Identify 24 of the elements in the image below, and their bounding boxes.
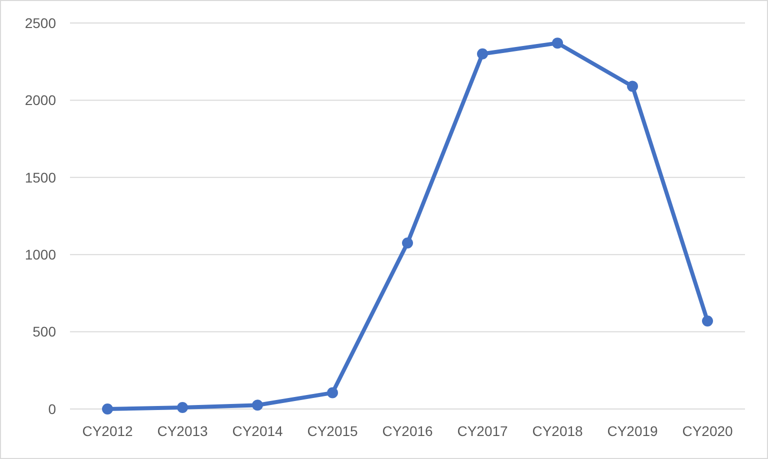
x-tick-label: CY2019 [607,423,658,439]
x-tick-label: CY2014 [232,423,284,439]
y-tick-label: 2500 [24,14,56,31]
y-tick-label: 2000 [24,92,56,108]
point [627,80,638,92]
y-tick-label: 1500 [24,169,56,186]
point [477,48,488,60]
point [702,315,713,326]
x-tick-label: CY2018 [532,423,584,439]
x-tick-label: CY2017 [457,423,508,439]
y-tick-label: 500 [32,324,56,340]
point [402,238,413,249]
y-tick-label: 0 [48,400,56,417]
y-tick-label: 1000 [24,246,56,262]
x-tick-label: CY2013 [157,423,208,439]
x-tick-label: CY2020 [682,423,734,439]
point [252,400,263,411]
point [177,402,188,413]
point [552,38,563,49]
x-tick-label: CY2015 [307,423,358,439]
x-tick-label: CY2016 [382,423,434,439]
x-tick-label: CY2012 [82,423,134,439]
point [102,404,113,414]
point [327,387,338,398]
